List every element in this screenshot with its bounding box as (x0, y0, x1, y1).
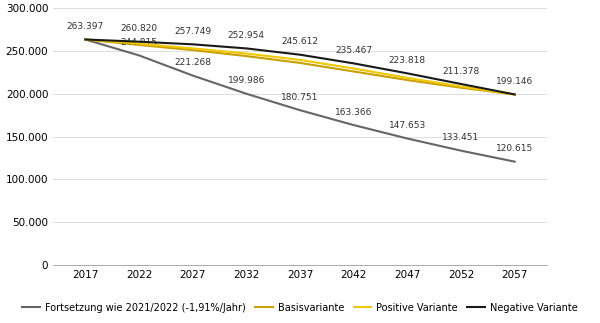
Fortsetzung wie 2021/2022 (-1,91%/Jahr) (457, 149, 464, 152)
Basisvariante (189, 48, 196, 52)
Line: Positive Variante: Positive Variante (85, 39, 515, 94)
Positive Variante (296, 58, 304, 62)
Text: 221.268: 221.268 (174, 58, 211, 67)
Positive Variante (511, 92, 518, 96)
Positive Variante (457, 85, 464, 89)
Fortsetzung wie 2021/2022 (-1,91%/Jahr) (350, 123, 357, 127)
Basisvariante (82, 37, 89, 41)
Basisvariante (350, 69, 357, 73)
Line: Negative Variante: Negative Variante (85, 39, 515, 94)
Text: 163.366: 163.366 (335, 108, 373, 117)
Basisvariante (457, 86, 464, 90)
Positive Variante (82, 37, 89, 41)
Fortsetzung wie 2021/2022 (-1,91%/Jahr) (296, 108, 304, 112)
Positive Variante (404, 76, 411, 80)
Text: 235.467: 235.467 (335, 46, 372, 55)
Basisvariante (404, 78, 411, 82)
Negative Variante (457, 82, 464, 86)
Text: 199.986: 199.986 (227, 77, 265, 85)
Text: 260.820: 260.820 (121, 24, 158, 33)
Fortsetzung wie 2021/2022 (-1,91%/Jahr) (511, 160, 518, 163)
Fortsetzung wie 2021/2022 (-1,91%/Jahr) (136, 53, 143, 57)
Positive Variante (350, 67, 357, 70)
Text: 133.451: 133.451 (442, 133, 479, 142)
Text: 244.815: 244.815 (121, 38, 157, 47)
Text: 263.397: 263.397 (67, 22, 104, 31)
Line: Basisvariante: Basisvariante (85, 39, 515, 94)
Text: 223.818: 223.818 (389, 56, 426, 65)
Text: 180.751: 180.751 (281, 93, 319, 102)
Basisvariante (136, 43, 143, 47)
Text: 211.378: 211.378 (442, 67, 479, 76)
Text: 199.146: 199.146 (496, 77, 533, 86)
Negative Variante (404, 71, 411, 75)
Negative Variante (136, 40, 143, 44)
Negative Variante (350, 61, 357, 65)
Positive Variante (189, 47, 196, 50)
Text: 120.615: 120.615 (496, 144, 533, 153)
Text: 257.749: 257.749 (174, 27, 211, 36)
Positive Variante (243, 52, 250, 56)
Fortsetzung wie 2021/2022 (-1,91%/Jahr) (82, 37, 89, 41)
Negative Variante (243, 47, 250, 50)
Basisvariante (296, 61, 304, 65)
Fortsetzung wie 2021/2022 (-1,91%/Jahr) (404, 137, 411, 141)
Line: Fortsetzung wie 2021/2022 (-1,91%/Jahr): Fortsetzung wie 2021/2022 (-1,91%/Jahr) (85, 39, 515, 162)
Text: 245.612: 245.612 (281, 37, 319, 47)
Text: 252.954: 252.954 (228, 31, 265, 40)
Legend: Fortsetzung wie 2021/2022 (-1,91%/Jahr), Basisvariante, Positive Variante, Negat: Fortsetzung wie 2021/2022 (-1,91%/Jahr),… (19, 299, 581, 317)
Fortsetzung wie 2021/2022 (-1,91%/Jahr) (189, 74, 196, 78)
Text: 147.653: 147.653 (389, 121, 426, 130)
Negative Variante (189, 42, 196, 46)
Basisvariante (511, 92, 518, 96)
Fortsetzung wie 2021/2022 (-1,91%/Jahr) (243, 92, 250, 96)
Basisvariante (243, 54, 250, 58)
Negative Variante (82, 37, 89, 41)
Negative Variante (511, 92, 518, 96)
Positive Variante (136, 42, 143, 46)
Negative Variante (296, 53, 304, 57)
